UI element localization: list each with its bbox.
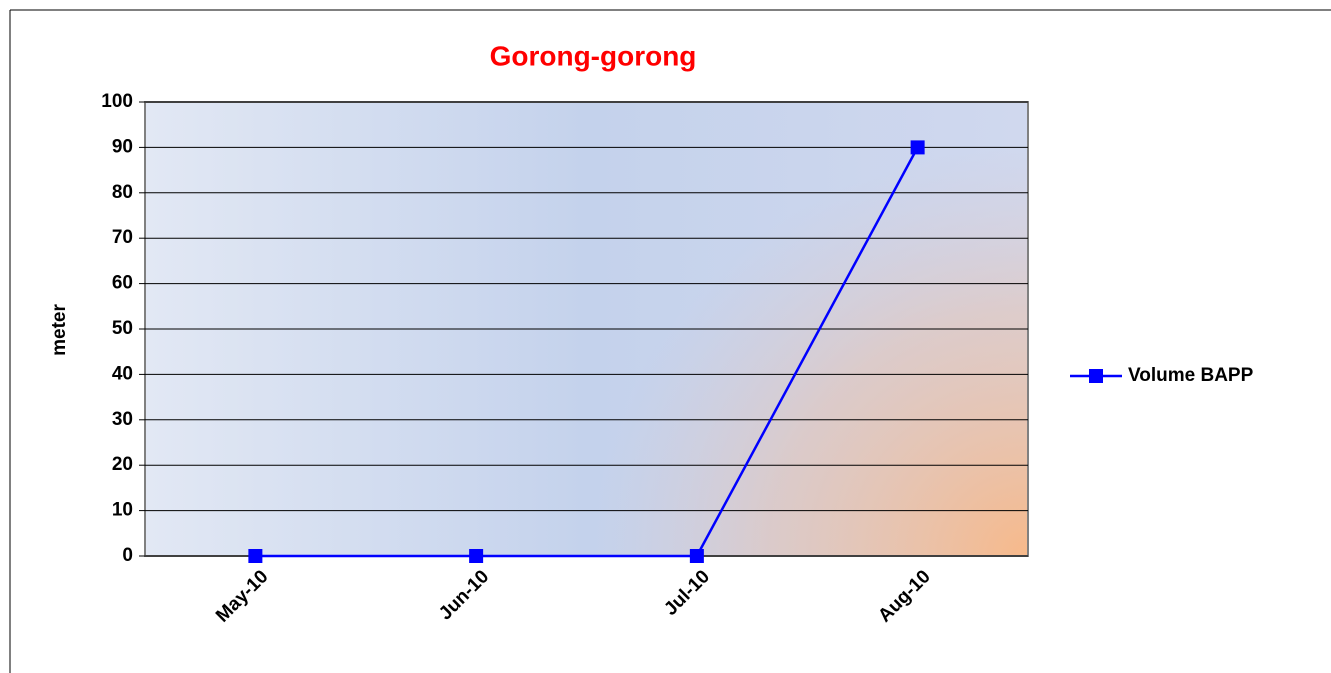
marker <box>469 549 484 563</box>
x-tick-label: Jun-10 <box>435 566 493 624</box>
series-line <box>255 146 919 558</box>
marker <box>689 549 704 563</box>
x-tick-label: May-10 <box>212 566 272 626</box>
y-tick-label: 40 <box>112 363 133 384</box>
y-tick-label: 10 <box>112 500 133 521</box>
legend-label: Volume BAPP <box>1128 365 1254 386</box>
marker <box>910 140 925 155</box>
x-tick-label: Jul-10 <box>660 566 714 620</box>
y-tick-label: 100 <box>101 91 133 112</box>
y-tick-label: 50 <box>112 318 133 339</box>
y-tick-label: 80 <box>112 182 133 203</box>
y-tick-label: 0 <box>122 545 133 566</box>
y-axis-label: meter <box>49 304 70 356</box>
y-tick-label: 90 <box>112 136 133 157</box>
legend-marker <box>1089 369 1103 383</box>
y-tick-label: 30 <box>112 409 133 430</box>
y-tick-label: 70 <box>112 227 133 248</box>
marker <box>248 549 263 563</box>
y-tick-label: 20 <box>112 454 133 475</box>
x-tick-label: Aug-10 <box>874 566 934 626</box>
chart-title: Gorong-gorong <box>490 40 697 71</box>
y-tick-label: 60 <box>112 273 133 294</box>
